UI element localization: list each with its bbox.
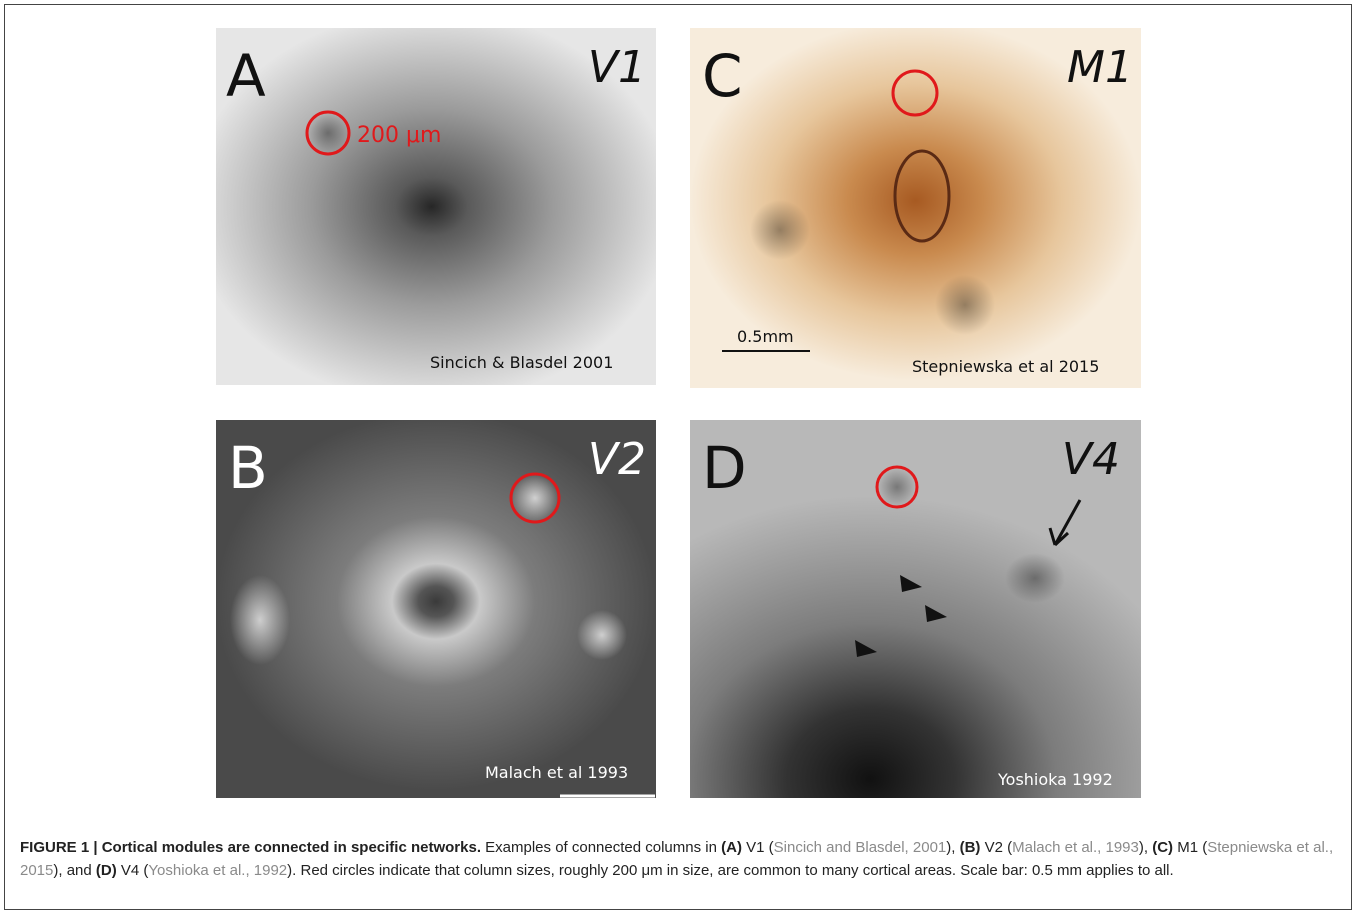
panel-a: 200 μm A V1 Sincich & Blasdel 2001 (216, 28, 656, 385)
citation: Yoshioka 1992 (997, 770, 1113, 789)
page: 200 μm A V1 Sincich & Blasdel 2001 0.5mm… (0, 0, 1358, 916)
caption-text: V4 ( (117, 862, 149, 879)
area-label: M1 (1067, 42, 1133, 93)
caption-panel: (A) (721, 839, 742, 856)
figure-panels: 200 μm A V1 Sincich & Blasdel 2001 0.5mm… (0, 0, 1358, 830)
caption-reference[interactable]: Yoshioka et al., 1992 (148, 862, 287, 879)
column-spot (750, 200, 810, 260)
scale-annotation: 200 μm (357, 123, 441, 148)
caption-text: ), (946, 839, 959, 856)
panel-letter: B (228, 434, 268, 502)
scale-annotation: 0.5mm (737, 327, 794, 346)
panel-letter: D (702, 434, 747, 502)
citation: Stepniewska et al 2015 (912, 357, 1099, 376)
figure-caption: FIGURE 1 | Cortical modules are connecte… (20, 836, 1340, 882)
caption-text: V1 ( (742, 839, 774, 856)
caption-text: V2 ( (980, 839, 1012, 856)
caption-title: FIGURE 1 | Cortical modules are connecte… (20, 839, 481, 856)
panel-letter: C (702, 42, 743, 110)
caption-panel: (C) (1152, 839, 1173, 856)
caption-text: ), (1139, 839, 1152, 856)
caption-text: ), and (53, 862, 96, 879)
area-label: V1 (588, 42, 646, 93)
column-spot (1005, 553, 1065, 603)
caption-reference[interactable]: Malach et al., 1993 (1012, 839, 1139, 856)
area-label: V2 (588, 434, 646, 485)
column-spot (577, 610, 627, 660)
citation: Sincich & Blasdel 2001 (430, 353, 613, 372)
citation: Malach et al 1993 (485, 763, 628, 782)
caption-reference[interactable]: Sincich and Blasdel, 2001 (774, 839, 947, 856)
panel-b: B V2 Malach et al 1993 (216, 420, 656, 798)
panel-c: 0.5mm C M1 Stepniewska et al 2015 (690, 28, 1141, 388)
panel-d: D V4 Yoshioka 1992 (690, 420, 1141, 798)
caption-text: ). Red circles indicate that column size… (287, 862, 1174, 879)
caption-text: M1 ( (1173, 839, 1207, 856)
caption-panel: (B) (960, 839, 981, 856)
area-label: V4 (1062, 434, 1120, 485)
caption-text: Examples of connected columns in (481, 839, 721, 856)
panel-letter: A (226, 42, 266, 110)
column-spot (230, 575, 290, 665)
column-spot (935, 275, 995, 335)
caption-panel: (D) (96, 862, 117, 879)
